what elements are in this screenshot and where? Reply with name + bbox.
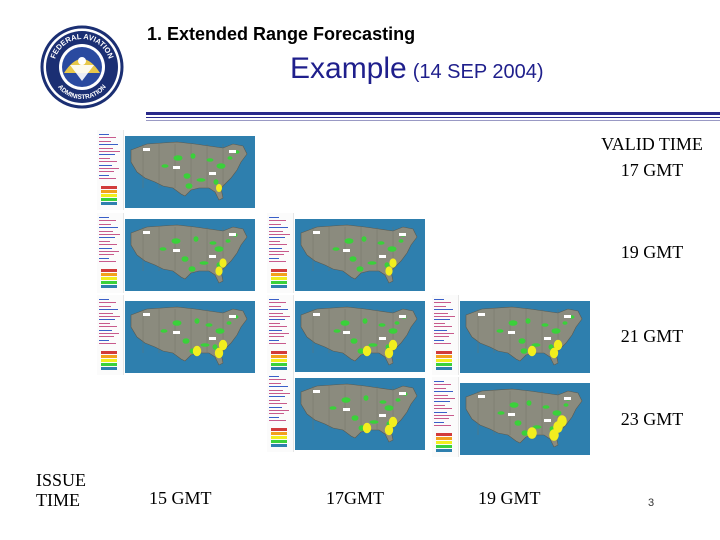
title-rule-thick xyxy=(146,112,720,115)
subtitle-date: (14 SEP 2004) xyxy=(412,61,544,83)
forecast-map-panel xyxy=(267,372,427,452)
panel-legend xyxy=(267,295,294,375)
us-forecast-map xyxy=(460,301,590,373)
panel-legend xyxy=(267,372,294,452)
valid-time-21: 21 GMT xyxy=(620,326,684,346)
issue-time-15: 15 GMT xyxy=(149,488,212,508)
us-forecast-map xyxy=(295,378,425,450)
panel-legend xyxy=(432,295,459,375)
valid-time-19: 19 GMT xyxy=(620,242,684,262)
slide-subtitle: Example (14 SEP 2004) xyxy=(290,52,544,86)
us-forecast-map xyxy=(295,301,425,373)
title-rule-light xyxy=(146,120,720,121)
forecast-map-panel xyxy=(432,295,592,375)
forecast-map-panel xyxy=(432,377,592,457)
valid-time-23: 23 GMT xyxy=(620,409,684,429)
us-forecast-map xyxy=(125,301,255,373)
issue-time-line1: ISSUE xyxy=(36,470,87,490)
issue-time-heading: ISSUE TIME xyxy=(36,470,86,510)
valid-time-heading: VALID TIME xyxy=(601,134,703,154)
faa-seal-logo: FEDERAL AVIATION ADMINISTRATION xyxy=(40,25,124,109)
us-forecast-map xyxy=(460,383,590,455)
us-forecast-map xyxy=(125,136,255,208)
issue-time-19: 19 GMT xyxy=(478,488,541,508)
us-forecast-map xyxy=(125,219,255,291)
us-forecast-map xyxy=(295,219,425,291)
forecast-map-panel xyxy=(267,213,427,293)
panel-legend xyxy=(267,213,294,293)
subtitle-word: Example xyxy=(290,52,407,85)
panel-legend xyxy=(97,213,124,293)
valid-time-17: 17 GMT xyxy=(620,160,684,180)
issue-time-17: 17GMT xyxy=(326,488,384,508)
forecast-map-panel xyxy=(97,130,257,210)
forecast-map-panel xyxy=(97,213,257,293)
panel-legend xyxy=(97,295,124,375)
page-number: 3 xyxy=(648,497,655,509)
panel-legend xyxy=(432,377,459,457)
section-title: 1. Extended Range Forecasting xyxy=(147,24,416,44)
panel-legend xyxy=(97,130,124,210)
issue-time-line2: TIME xyxy=(36,490,80,510)
forecast-map-panel xyxy=(97,295,257,375)
forecast-map-panel xyxy=(267,295,427,375)
title-rule-thin xyxy=(146,117,720,118)
